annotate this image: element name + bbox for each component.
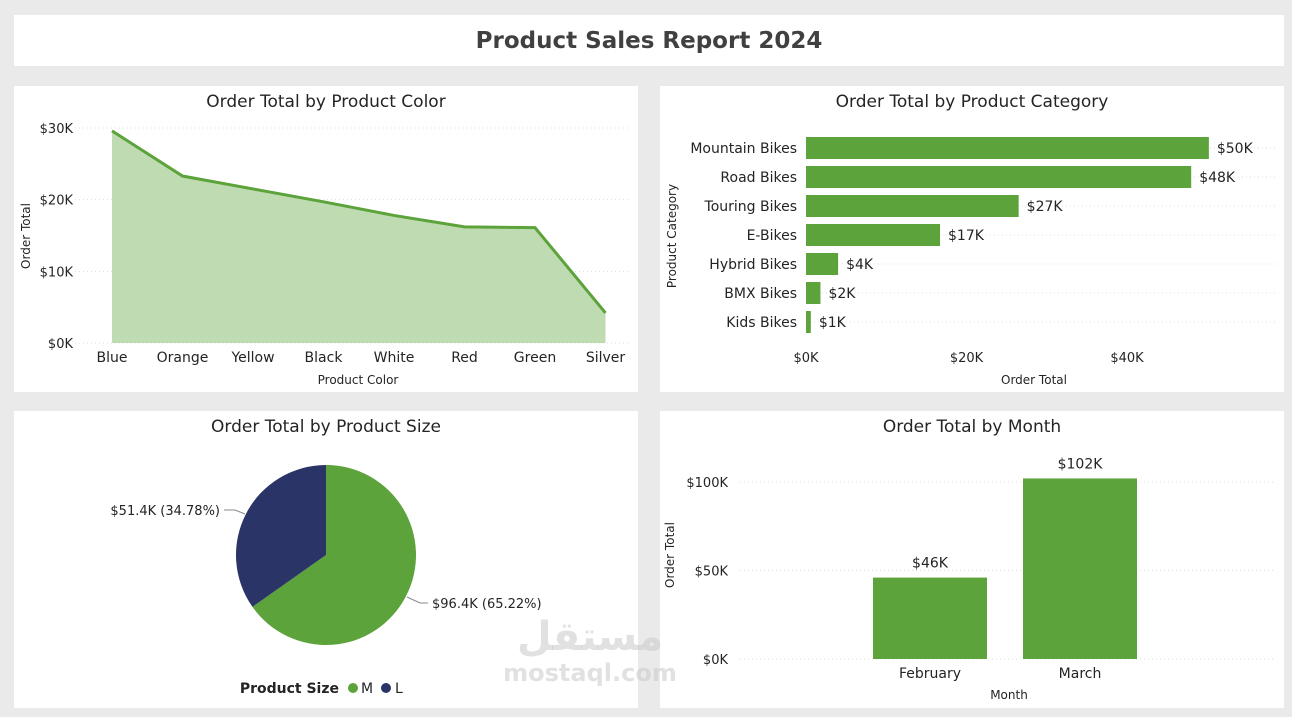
x-tick-label: March: [1059, 666, 1102, 682]
x-tick-label: Black: [305, 350, 344, 366]
data-label: $1K: [819, 315, 847, 331]
category-label: Hybrid Bikes: [709, 257, 797, 273]
x-tick-label: Silver: [586, 350, 626, 366]
chart-title: Order Total by Product Category: [836, 92, 1109, 112]
x-tick-label: Orange: [157, 350, 209, 366]
data-label: $96.4K (65.22%): [432, 597, 542, 612]
y-tick-label: $10K: [40, 265, 74, 280]
x-tick-label: February: [899, 666, 961, 682]
legend-title: Product Size: [240, 681, 339, 697]
y-tick-label: $50K: [695, 565, 729, 580]
y-tick-label: $0K: [48, 337, 74, 352]
y-axis-label: Product Category: [665, 184, 679, 288]
category-label: Mountain Bikes: [690, 141, 797, 157]
leader-line: [406, 596, 428, 604]
x-tick-label: $20K: [950, 351, 984, 366]
x-tick-label: $0K: [793, 351, 819, 366]
category-label: BMX Bikes: [724, 286, 797, 302]
area-fill: [112, 130, 606, 343]
chart-title: Order Total by Product Size: [211, 417, 441, 437]
bar: [806, 311, 811, 333]
bar: [806, 224, 941, 246]
data-label: $48K: [1199, 170, 1236, 186]
data-label: $2K: [828, 286, 856, 302]
category-label: E-Bikes: [747, 228, 797, 244]
data-label: $17K: [948, 228, 985, 244]
y-tick-label: $20K: [40, 194, 74, 209]
pie-slice-L: [236, 465, 326, 607]
watermark-text: mostaql.com: [503, 659, 677, 687]
x-tick-label: Yellow: [230, 350, 274, 366]
x-tick-label: Red: [451, 350, 478, 366]
bar: [806, 195, 1019, 217]
chart-title: Order Total by Month: [883, 417, 1061, 437]
category-label: Touring Bikes: [704, 199, 797, 215]
watermark: مستقل mostaql.com: [500, 615, 680, 687]
x-axis-label: Product Color: [318, 373, 399, 387]
bar: [806, 282, 821, 304]
y-tick-label: $0K: [703, 653, 729, 668]
bar: [806, 137, 1209, 159]
legend-label: M: [361, 681, 373, 697]
y-axis-label: Order Total: [663, 522, 677, 588]
data-label: $51.4K (34.78%): [110, 504, 220, 519]
legend-marker-L: [381, 683, 391, 693]
x-axis-label: Month: [990, 688, 1028, 702]
data-label: $46K: [912, 556, 949, 572]
leader-line: [224, 509, 246, 515]
bar: [806, 166, 1192, 188]
category-label: Kids Bikes: [726, 315, 797, 331]
x-tick-label: Blue: [97, 350, 128, 366]
bar: [873, 577, 987, 659]
watermark-arabic: مستقل: [516, 614, 664, 660]
x-tick-label: Green: [514, 350, 556, 366]
y-tick-label: $30K: [40, 122, 74, 137]
legend-label: L: [395, 681, 403, 697]
legend-marker-M: [348, 683, 358, 693]
chart-title: Order Total by Product Color: [206, 92, 445, 112]
data-label: $4K: [846, 257, 874, 273]
data-label: $50K: [1217, 141, 1254, 157]
area-line: [111, 129, 607, 314]
x-tick-label: $40K: [1110, 351, 1144, 366]
bar: [1023, 478, 1137, 659]
x-axis-label: Order Total: [1001, 373, 1067, 387]
data-label: $27K: [1027, 199, 1064, 215]
y-axis-label: Order Total: [19, 203, 33, 269]
category-label: Road Bikes: [720, 170, 797, 186]
data-label: $102K: [1058, 456, 1104, 472]
pie-slice-M: [252, 465, 417, 645]
x-tick-label: White: [374, 350, 415, 366]
bar: [806, 253, 839, 275]
page-title: Product Sales Report 2024: [14, 15, 1284, 66]
y-tick-label: $100K: [686, 476, 728, 491]
